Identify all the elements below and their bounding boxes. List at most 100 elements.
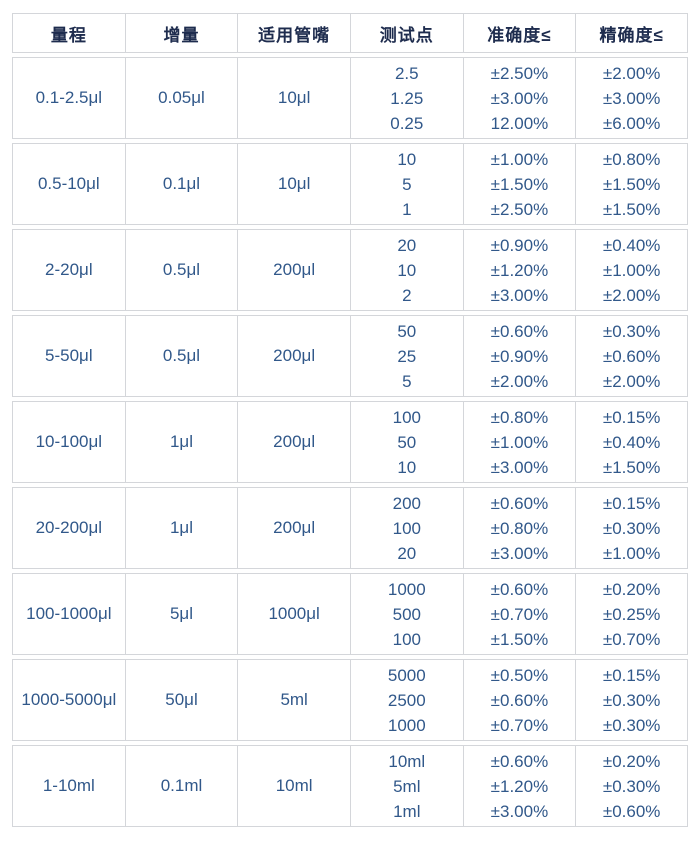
cell-precision: ±0.80% ±1.50% ±1.50% [575,143,688,225]
cell-range: 2-20μl [12,229,125,311]
cell-line: 50 [397,321,417,341]
cell-accuracy: ±0.60% ±0.90% ±2.00% [462,315,576,397]
cell-line: ±1.00% [602,543,661,563]
cell-test-points: 200 100 20 [349,487,463,569]
cell-line: 0.25 [390,113,424,133]
cell-increment: 1μl [124,487,238,569]
cell-line: ±0.80% [490,407,549,427]
cell-tip: 10μl [237,57,350,139]
cell-line: ±1.20% [490,260,549,280]
cell-accuracy: ±0.60% ±1.20% ±3.00% [462,745,576,827]
table-row: 1000-5000μl 50μl 5ml 5000 2500 1000 ±0.50% ±0.6… [12,659,688,741]
column-header-3: 测试点 [349,13,463,53]
cell-precision: ±0.15% ±0.30% ±0.30% [575,659,688,741]
cell-line: ±0.15% [602,665,661,685]
cell-line: ±1.00% [490,149,549,169]
cell-line: ±3.00% [602,88,661,108]
cell-precision: ±0.20% ±0.30% ±0.60% [575,745,688,827]
cell-line: ±1.00% [490,432,549,452]
cell-line: ±2.00% [602,371,661,391]
cell-increment: 5μl [124,573,238,655]
cell-increment: 0.5μl [124,229,238,311]
cell-tip: 200μl [237,401,350,483]
cell-precision: ±0.20% ±0.25% ±0.70% [575,573,688,655]
cell-line: ±1.20% [490,776,549,796]
cell-line: 1ml [393,801,421,821]
cell-range: 0.1-2.5μl [12,57,125,139]
cell-line: ±0.70% [602,629,661,649]
cell-line: 20 [397,543,417,563]
cell-line: 10 [397,260,417,280]
cell-accuracy: ±0.60% ±0.80% ±3.00% [462,487,576,569]
cell-line: 1 [402,199,412,219]
cell-line: 100 [392,407,421,427]
cell-range: 100-1000μl [12,573,125,655]
page: 量程 增量 适用管嘴 测试点 准确度≤ 精确度≤ 0.1-2.5μl 0.05μl 10μl 2… [12,9,688,831]
column-header-1: 增量 [124,13,238,53]
cell-range: 5-50μl [12,315,125,397]
cell-line: ±1.50% [602,199,661,219]
cell-test-points: 1000 500 100 [349,573,463,655]
cell-line: 1000 [387,579,426,599]
spec-table: 量程 增量 适用管嘴 测试点 准确度≤ 精确度≤ 0.1-2.5μl 0.05μl 10μl 2… [12,9,688,831]
cell-precision: ±2.00% ±3.00% ±6.00% [575,57,688,139]
cell-range: 1-10ml [12,745,125,827]
cell-tip: 10ml [237,745,350,827]
cell-precision: ±0.15% ±0.40% ±1.50% [575,401,688,483]
column-header-4: 准确度≤ [462,13,576,53]
cell-precision: ±0.40% ±1.00% ±2.00% [575,229,688,311]
cell-line: ±0.40% [602,432,661,452]
cell-test-points: 20 10 2 [349,229,463,311]
cell-line: ±1.50% [490,629,549,649]
cell-line: ±0.30% [602,715,661,735]
cell-range: 20-200μl [12,487,125,569]
cell-increment: 0.05μl [124,57,238,139]
cell-line: 100 [392,518,421,538]
cell-accuracy: ±0.60% ±0.70% ±1.50% [462,573,576,655]
cell-line: ±0.90% [490,235,549,255]
cell-range: 0.5-10μl [12,143,125,225]
cell-tip: 5ml [237,659,350,741]
cell-line: ±0.15% [602,407,661,427]
table-row: 10-100μl 1μl 200μl 100 50 10 ±0.80% ±1.00% ±3.00… [12,401,688,483]
cell-line: ±2.50% [490,63,549,83]
cell-line: ±0.30% [602,518,661,538]
cell-line: 1000 [387,715,426,735]
cell-line: ±6.00% [602,113,661,133]
cell-line: ±0.30% [602,776,661,796]
cell-test-points: 2.5 1.25 0.25 [349,57,463,139]
cell-increment: 0.1μl [124,143,238,225]
header-row: 量程 增量 适用管嘴 测试点 准确度≤ 精确度≤ [12,13,688,53]
cell-increment: 0.1ml [124,745,238,827]
table-header: 量程 增量 适用管嘴 测试点 准确度≤ 精确度≤ [12,13,688,53]
table-row: 100-1000μl 5μl 1000μl 1000 500 100 ±0.60% ±0.70… [12,573,688,655]
cell-line: ±3.00% [490,88,549,108]
cell-line: 200 [392,493,421,513]
cell-line: ±3.00% [490,543,549,563]
cell-line: 25 [397,346,417,366]
cell-line: 500 [392,604,421,624]
cell-increment: 0.5μl [124,315,238,397]
cell-line: ±0.25% [602,604,661,624]
cell-tip: 1000μl [237,573,350,655]
table-row: 0.1-2.5μl 0.05μl 10μl 2.5 1.25 0.25 ±2.50% ±3.0… [12,57,688,139]
cell-accuracy: ±2.50% ±3.00% 12.00% [462,57,576,139]
cell-line: ±3.00% [490,457,549,477]
cell-line: ±0.80% [602,149,661,169]
cell-line: 10 [397,149,417,169]
cell-line: ±0.60% [490,751,549,771]
cell-line: ±0.50% [490,665,549,685]
cell-line: ±0.70% [490,604,549,624]
cell-line: ±0.90% [490,346,549,366]
cell-test-points: 10 5 1 [349,143,463,225]
column-header-0: 量程 [12,13,125,53]
cell-accuracy: ±0.90% ±1.20% ±3.00% [462,229,576,311]
cell-line: 100 [392,629,421,649]
table-body: 0.1-2.5μl 0.05μl 10μl 2.5 1.25 0.25 ±2.50% ±3.0… [12,57,688,827]
cell-precision: ±0.15% ±0.30% ±1.00% [575,487,688,569]
cell-line: 1.25 [390,88,424,108]
cell-accuracy: ±1.00% ±1.50% ±2.50% [462,143,576,225]
cell-line: ±0.60% [490,690,549,710]
cell-line: ±0.60% [602,346,661,366]
cell-line: ±0.60% [602,801,661,821]
